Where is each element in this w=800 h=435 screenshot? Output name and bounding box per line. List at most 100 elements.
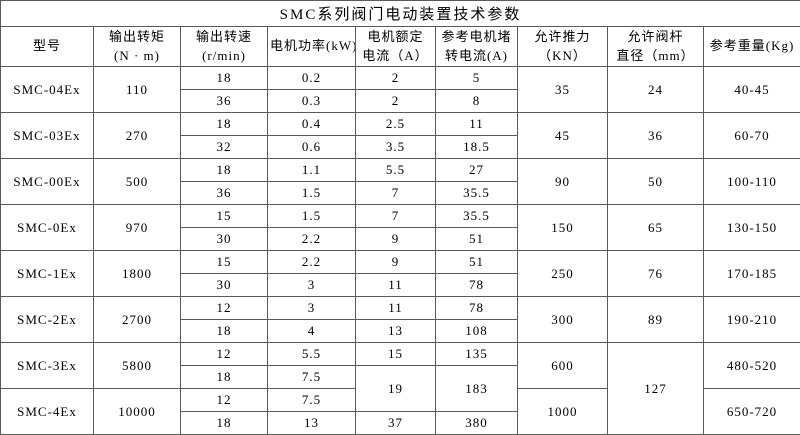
model-cell: SMC-04Ex bbox=[1, 67, 94, 113]
table-row: SMC-00Ex 500 18 1.1 5.5 27 90 50 100-110 bbox=[1, 159, 800, 182]
model-cell: SMC-0Ex bbox=[1, 205, 94, 251]
model-cell: SMC-4Ex bbox=[1, 389, 94, 435]
header-line: 允许推力 bbox=[520, 28, 605, 46]
stall-cell: 5 bbox=[436, 67, 518, 90]
current-cell: 2 bbox=[356, 90, 436, 113]
speed-cell: 18 bbox=[181, 113, 268, 136]
header-line: 允许阀杆 bbox=[610, 28, 701, 46]
power-cell: 2.2 bbox=[268, 251, 356, 274]
speed-cell: 12 bbox=[181, 343, 268, 366]
stall-cell: 18.5 bbox=[436, 136, 518, 159]
power-cell: 1.5 bbox=[268, 182, 356, 205]
speed-cell: 18 bbox=[181, 67, 268, 90]
header-line: 直径（mm） bbox=[610, 47, 701, 65]
speed-cell: 12 bbox=[181, 389, 268, 412]
header-line: 参考电机堵 bbox=[438, 28, 515, 46]
col-header-weight: 参考重量(Kg) bbox=[704, 27, 800, 67]
thrust-cell: 35 bbox=[518, 67, 608, 113]
thrust-cell: 45 bbox=[518, 113, 608, 159]
weight-cell: 60-70 bbox=[704, 113, 800, 159]
header-line: (r/min) bbox=[183, 47, 265, 65]
model-cell: SMC-1Ex bbox=[1, 251, 94, 297]
power-cell: 4 bbox=[268, 320, 356, 343]
stem-cell: 24 bbox=[608, 67, 704, 113]
model-cell: SMC-00Ex bbox=[1, 159, 94, 205]
thrust-cell: 1000 bbox=[518, 389, 608, 435]
stall-cell: 11 bbox=[436, 113, 518, 136]
current-cell: 11 bbox=[356, 274, 436, 297]
stall-cell: 108 bbox=[436, 320, 518, 343]
current-cell: 3.5 bbox=[356, 136, 436, 159]
current-cell: 11 bbox=[356, 297, 436, 320]
col-header-power: 电机功率(kW) bbox=[268, 27, 356, 67]
stall-cell: 51 bbox=[436, 251, 518, 274]
speed-cell: 12 bbox=[181, 297, 268, 320]
stem-cell: 76 bbox=[608, 251, 704, 297]
table-row: SMC-3Ex 5800 12 5.5 15 135 600 127 480-5… bbox=[1, 343, 800, 366]
current-cell: 19 bbox=[356, 366, 436, 412]
col-header-rated-current: 电机额定电流（A） bbox=[356, 27, 436, 67]
header-line: 型号 bbox=[3, 37, 91, 55]
speed-cell: 15 bbox=[181, 205, 268, 228]
power-cell: 1.1 bbox=[268, 159, 356, 182]
stall-cell: 380 bbox=[436, 412, 518, 435]
power-cell: 3 bbox=[268, 297, 356, 320]
header-line: 电流（A） bbox=[358, 47, 433, 65]
power-cell: 5.5 bbox=[268, 343, 356, 366]
stem-cell: 89 bbox=[608, 297, 704, 343]
torque-cell: 110 bbox=[94, 67, 181, 113]
col-header-thrust: 允许推力（KN） bbox=[518, 27, 608, 67]
thrust-cell: 90 bbox=[518, 159, 608, 205]
col-header-stem-diameter: 允许阀杆直径（mm） bbox=[608, 27, 704, 67]
torque-cell: 5800 bbox=[94, 343, 181, 389]
power-cell: 7.5 bbox=[268, 366, 356, 389]
speed-cell: 36 bbox=[181, 90, 268, 113]
weight-cell: 650-720 bbox=[704, 389, 800, 435]
speed-cell: 36 bbox=[181, 182, 268, 205]
current-cell: 7 bbox=[356, 182, 436, 205]
table-row: SMC-1Ex 1800 15 2.2 9 51 250 76 170-185 bbox=[1, 251, 800, 274]
weight-cell: 100-110 bbox=[704, 159, 800, 205]
speed-cell: 18 bbox=[181, 159, 268, 182]
speed-cell: 18 bbox=[181, 412, 268, 435]
thrust-cell: 300 bbox=[518, 297, 608, 343]
weight-cell: 130-150 bbox=[704, 205, 800, 251]
power-cell: 2.2 bbox=[268, 228, 356, 251]
stall-cell: 35.5 bbox=[436, 205, 518, 228]
power-cell: 3 bbox=[268, 274, 356, 297]
torque-cell: 10000 bbox=[94, 389, 181, 435]
current-cell: 37 bbox=[356, 412, 436, 435]
current-cell: 7 bbox=[356, 205, 436, 228]
current-cell: 2.5 bbox=[356, 113, 436, 136]
weight-cell: 190-210 bbox=[704, 297, 800, 343]
stall-cell: 27 bbox=[436, 159, 518, 182]
stall-cell: 78 bbox=[436, 274, 518, 297]
torque-cell: 970 bbox=[94, 205, 181, 251]
current-cell: 15 bbox=[356, 343, 436, 366]
header-row: 型号 输出转矩(N · m) 输出转速(r/min) 电机功率(kW) 电机额定… bbox=[1, 27, 800, 67]
torque-cell: 500 bbox=[94, 159, 181, 205]
torque-cell: 1800 bbox=[94, 251, 181, 297]
title-row: SMC系列阀门电动装置技术参数 bbox=[1, 1, 800, 27]
current-cell: 5.5 bbox=[356, 159, 436, 182]
stall-cell: 8 bbox=[436, 90, 518, 113]
current-cell: 9 bbox=[356, 228, 436, 251]
header-line: 转电流(A) bbox=[438, 47, 515, 65]
stall-cell: 78 bbox=[436, 297, 518, 320]
col-header-stall-current: 参考电机堵转电流(A) bbox=[436, 27, 518, 67]
power-cell: 0.3 bbox=[268, 90, 356, 113]
table-title: SMC系列阀门电动装置技术参数 bbox=[1, 1, 800, 27]
speed-cell: 18 bbox=[181, 320, 268, 343]
torque-cell: 2700 bbox=[94, 297, 181, 343]
speed-cell: 18 bbox=[181, 366, 268, 389]
weight-cell: 480-520 bbox=[704, 343, 800, 389]
model-cell: SMC-2Ex bbox=[1, 297, 94, 343]
header-line: 输出转矩 bbox=[96, 28, 178, 46]
stem-cell: 65 bbox=[608, 205, 704, 251]
model-cell: SMC-3Ex bbox=[1, 343, 94, 389]
current-cell: 9 bbox=[356, 251, 436, 274]
stall-cell: 51 bbox=[436, 228, 518, 251]
power-cell: 0.6 bbox=[268, 136, 356, 159]
col-header-speed: 输出转速(r/min) bbox=[181, 27, 268, 67]
col-header-model: 型号 bbox=[1, 27, 94, 67]
